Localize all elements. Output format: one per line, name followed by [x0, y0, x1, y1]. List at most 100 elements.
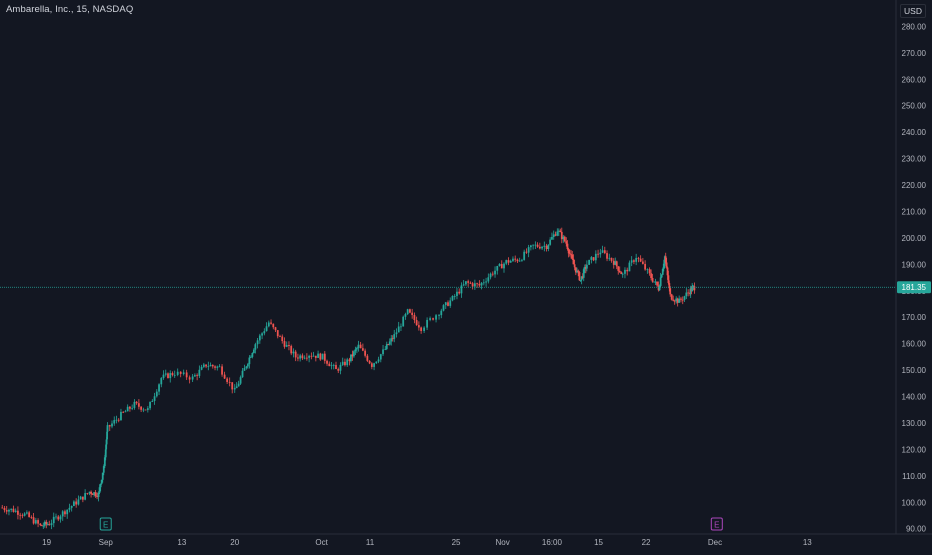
- candle-body: [361, 348, 364, 351]
- price-axis[interactable]: 90.00 100.00 110.00 120.00 130.00 140.00 150.0…: [895, 0, 927, 534]
- candle-body: [281, 336, 284, 342]
- candle-body: [599, 252, 602, 255]
- candle-body: [608, 257, 611, 259]
- candle-body: [657, 285, 660, 291]
- candle-body: [359, 344, 362, 349]
- candle-body: [100, 479, 103, 484]
- time-tick-label: 16:00: [542, 538, 563, 547]
- candle-body: [406, 309, 409, 315]
- candle-body: [626, 269, 629, 272]
- candle-body: [594, 253, 597, 261]
- candle-body: [133, 401, 136, 408]
- candle-body: [579, 280, 582, 281]
- candle-body: [603, 250, 606, 254]
- candle-body: [346, 359, 349, 366]
- candle-body: [523, 251, 526, 260]
- candle-body: [458, 291, 461, 294]
- candle-body: [303, 357, 306, 359]
- candle-body: [659, 277, 662, 286]
- candle-body: [330, 365, 333, 367]
- candle-body: [319, 353, 322, 360]
- candle-body: [639, 258, 642, 262]
- candle-body: [312, 355, 315, 357]
- candle-body: [592, 257, 595, 261]
- candle-body: [411, 312, 414, 316]
- candle-body: [560, 231, 563, 240]
- candle-body: [393, 334, 396, 339]
- candle-body: [239, 377, 242, 384]
- currency-badge[interactable]: USD: [900, 4, 926, 18]
- candle-body: [122, 411, 125, 413]
- candle-body: [570, 253, 572, 255]
- candle-body: [447, 302, 449, 306]
- candle-body: [651, 277, 654, 282]
- candle-body: [294, 351, 297, 358]
- candle-body: [3, 508, 6, 511]
- price-tick-label: 110.00: [902, 472, 926, 481]
- earnings-upcoming-marker[interactable]: E: [710, 517, 723, 531]
- candle-body: [57, 516, 60, 520]
- candle-body: [297, 357, 299, 359]
- candle-body: [34, 520, 37, 524]
- candle-body: [460, 285, 463, 294]
- candle-body: [151, 400, 154, 402]
- candle-body: [487, 277, 490, 282]
- candle-body: [120, 411, 122, 421]
- candle-body: [368, 360, 371, 364]
- candle-body: [193, 375, 196, 377]
- candle-body: [462, 284, 465, 286]
- candle-body: [106, 431, 108, 440]
- candle-body: [473, 283, 476, 287]
- candle-body: [409, 309, 411, 313]
- candle-body: [149, 401, 151, 409]
- candle-body: [375, 361, 378, 364]
- candle-body: [241, 370, 244, 378]
- candle-body: [28, 512, 31, 517]
- candle-body: [285, 345, 288, 347]
- candle-body: [321, 353, 324, 360]
- price-tick-label: 90.00: [906, 525, 927, 534]
- candle-body: [205, 364, 207, 367]
- candle-body: [527, 247, 530, 253]
- candle-body: [191, 376, 194, 380]
- time-tick-label: 11: [366, 538, 375, 547]
- candle-body: [279, 336, 281, 338]
- candle-body: [261, 333, 263, 336]
- candle-body: [337, 369, 340, 371]
- candle-body: [668, 283, 671, 289]
- candle-body: [685, 292, 688, 297]
- candle-body: [397, 326, 400, 333]
- candle-body: [135, 401, 138, 404]
- candle-body: [179, 371, 182, 374]
- candle-body: [373, 363, 375, 367]
- candle-body: [105, 444, 108, 450]
- candle-body: [620, 272, 623, 275]
- candle-body: [200, 366, 203, 370]
- time-tick-label: Nov: [496, 538, 510, 547]
- candle-body: [678, 298, 681, 303]
- candle-body: [32, 517, 35, 524]
- time-axis[interactable]: 19 Sep 13 20 Oct 11 25 Nov 16:00 15 22 Dec 13: [0, 533, 932, 547]
- candle-body: [545, 245, 548, 250]
- candle-body: [420, 327, 423, 331]
- candle-body: [582, 269, 585, 278]
- candle-body: [104, 449, 107, 458]
- candle-body: [536, 244, 539, 247]
- candle-body: [400, 326, 402, 328]
- candle-body: [580, 276, 583, 281]
- symbol-title: Ambarella, Inc., 15, NASDAQ: [6, 4, 134, 15]
- candle-body: [571, 254, 574, 259]
- candle-body: [379, 354, 382, 360]
- earnings-past-marker[interactable]: E: [99, 517, 112, 531]
- candle-body: [442, 305, 445, 311]
- candle-body: [549, 239, 552, 245]
- candle-body: [574, 267, 577, 273]
- candles-layer: [1, 227, 696, 530]
- candle-body: [402, 316, 405, 327]
- candle-body: [476, 283, 479, 285]
- price-tick-label: 150.00: [902, 366, 927, 375]
- candle-body: [50, 523, 53, 526]
- candle-body: [113, 420, 116, 424]
